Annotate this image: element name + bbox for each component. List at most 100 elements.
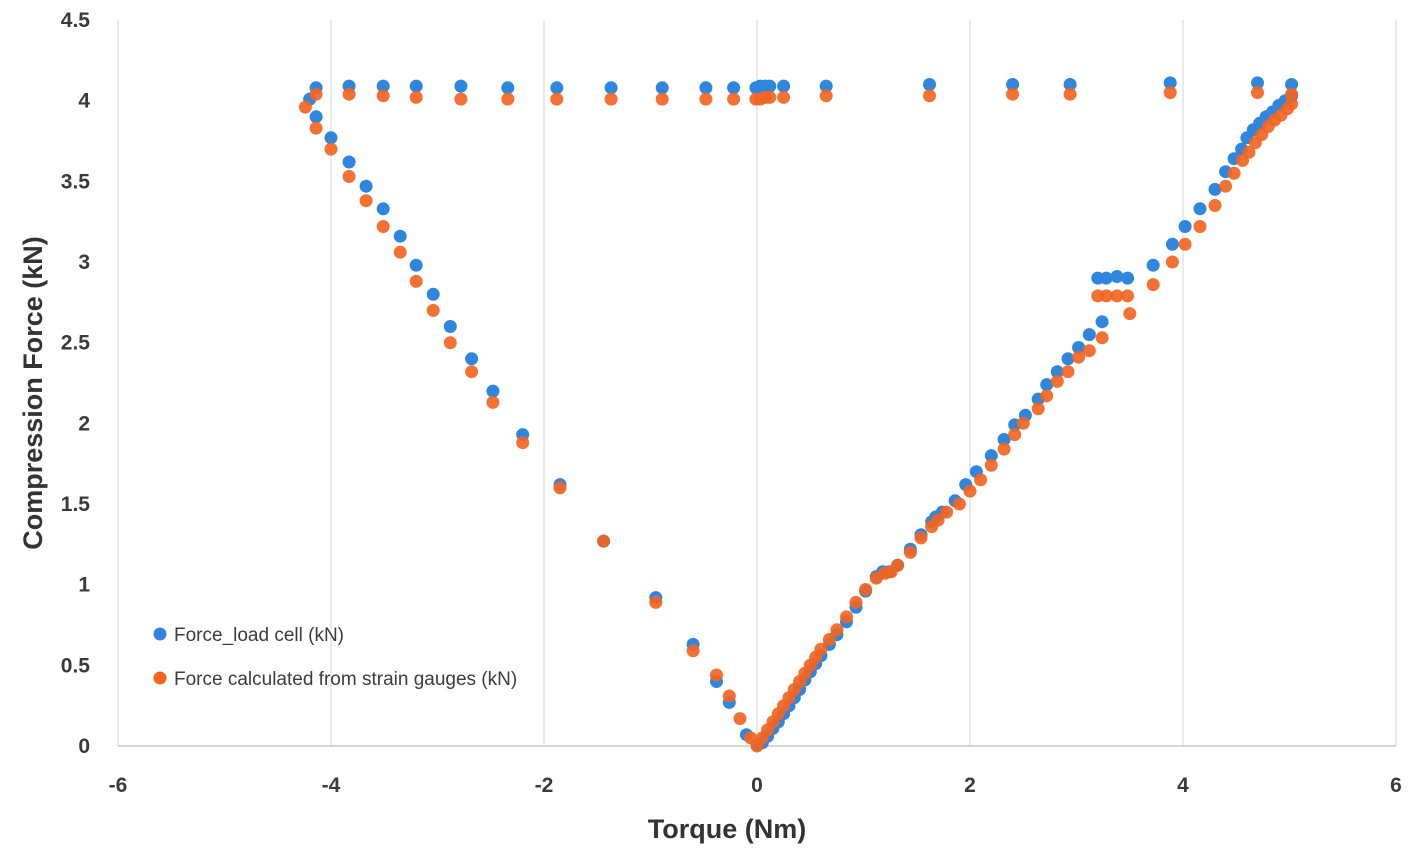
y-tick-label: 3.5 <box>61 170 91 193</box>
point-series-2 <box>923 89 936 102</box>
point-series-2 <box>1179 238 1192 251</box>
point-series-1 <box>1147 259 1160 272</box>
point-series-1 <box>360 180 373 193</box>
point-series-2 <box>377 89 390 102</box>
point-series-2 <box>310 88 323 101</box>
point-series-2 <box>1032 402 1045 415</box>
x-tick-label: -4 <box>322 774 341 797</box>
point-series-1 <box>550 81 563 94</box>
point-series-1 <box>1083 328 1096 341</box>
point-series-2 <box>1006 88 1019 101</box>
point-series-2 <box>1008 428 1021 441</box>
point-series-2 <box>763 91 776 104</box>
point-series-2 <box>656 93 669 106</box>
point-series-2 <box>850 596 863 609</box>
y-tick-label: 2.5 <box>61 332 91 355</box>
point-series-1 <box>656 81 669 94</box>
data-points <box>299 76 1298 752</box>
point-series-2 <box>1166 256 1179 269</box>
point-series-1 <box>1179 220 1192 233</box>
point-series-1 <box>699 81 712 94</box>
point-series-2 <box>486 396 499 409</box>
point-series-2 <box>360 194 373 207</box>
point-series-2 <box>710 669 723 682</box>
point-series-1 <box>1121 272 1134 285</box>
point-series-1 <box>486 385 499 398</box>
point-series-1 <box>727 81 740 94</box>
legend-label-1: Force_load cell (kN) <box>174 625 344 646</box>
point-series-2 <box>501 93 514 106</box>
point-series-2 <box>964 485 977 498</box>
point-series-2 <box>410 91 423 104</box>
point-series-2 <box>891 559 904 572</box>
point-series-1 <box>1166 238 1179 251</box>
point-series-2 <box>465 365 478 378</box>
point-series-2 <box>1209 199 1222 212</box>
point-series-1 <box>454 80 467 93</box>
x-tick-label: -2 <box>535 774 554 797</box>
point-series-2 <box>1123 307 1136 320</box>
point-series-1 <box>410 80 423 93</box>
point-series-2 <box>410 275 423 288</box>
point-series-2 <box>1064 88 1077 101</box>
point-series-1 <box>763 80 776 93</box>
point-series-2 <box>915 531 928 544</box>
point-series-2 <box>699 93 712 106</box>
point-series-2 <box>427 304 440 317</box>
point-series-2 <box>974 473 987 486</box>
legend-label-2: Force calculated from strain gauges (kN) <box>174 669 517 690</box>
point-series-1 <box>394 230 407 243</box>
point-series-1 <box>777 80 790 93</box>
legend-marker-1 <box>154 628 167 641</box>
x-tick-label: 4 <box>1177 774 1189 797</box>
point-series-2 <box>1251 86 1264 99</box>
point-series-2 <box>1147 278 1160 291</box>
x-tick-label: 2 <box>964 774 976 797</box>
point-series-1 <box>325 131 338 144</box>
point-series-2 <box>904 546 917 559</box>
point-series-2 <box>727 93 740 106</box>
point-series-1 <box>444 320 457 333</box>
point-series-2 <box>597 535 610 548</box>
point-series-2 <box>1051 375 1064 388</box>
point-series-2 <box>454 93 467 106</box>
x-tick-label: -6 <box>109 774 128 797</box>
y-tick-label: 0 <box>78 735 90 758</box>
point-series-1 <box>605 81 618 94</box>
x-tick-label: 6 <box>1390 774 1402 797</box>
point-series-2 <box>1040 389 1053 402</box>
y-tick-label: 2 <box>78 412 90 435</box>
point-series-1 <box>923 78 936 91</box>
point-series-2 <box>777 91 790 104</box>
y-tick-label: 4.5 <box>61 9 91 32</box>
point-series-2 <box>1096 331 1109 344</box>
point-series-2 <box>310 122 323 135</box>
legend-marker-2 <box>154 672 167 685</box>
point-series-2 <box>649 596 662 609</box>
legend: Force_load cell (kN) Force calculated fro… <box>154 625 518 690</box>
point-series-2 <box>343 88 356 101</box>
point-series-2 <box>1228 167 1241 180</box>
point-series-2 <box>1062 365 1075 378</box>
point-series-2 <box>1083 344 1096 357</box>
point-series-2 <box>734 712 747 725</box>
point-series-2 <box>605 93 618 106</box>
point-series-2 <box>953 498 966 511</box>
y-axis-title: Compression Force (kN) <box>18 236 48 550</box>
y-tick-label: 1 <box>78 574 90 597</box>
point-series-2 <box>325 143 338 156</box>
y-tick-label: 0.5 <box>61 654 91 677</box>
point-series-2 <box>343 170 356 183</box>
point-series-2 <box>1121 289 1134 302</box>
point-series-2 <box>830 623 843 636</box>
x-axis-ticks: -6 -4 -2 0 2 4 6 <box>109 774 1402 797</box>
point-series-1 <box>465 352 478 365</box>
point-series-2 <box>554 481 567 494</box>
point-series-1 <box>1194 202 1207 215</box>
point-series-2 <box>377 220 390 233</box>
point-series-1 <box>1096 315 1109 328</box>
point-series-2 <box>840 610 853 623</box>
point-series-2 <box>940 506 953 519</box>
point-series-1 <box>427 288 440 301</box>
